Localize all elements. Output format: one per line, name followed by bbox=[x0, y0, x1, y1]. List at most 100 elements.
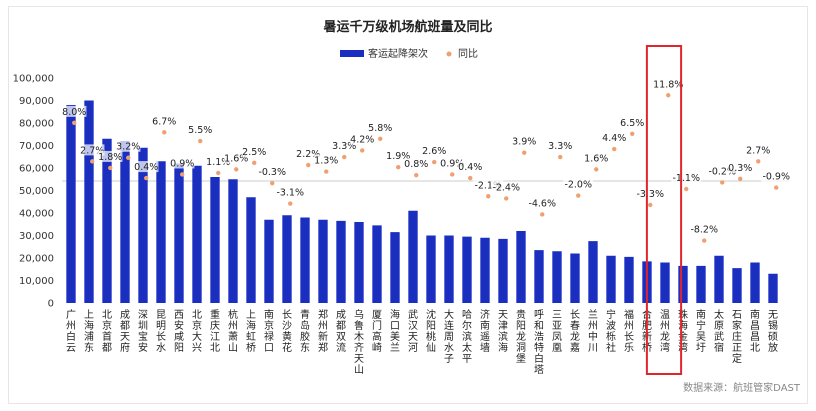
x-tick-char: 阳 bbox=[174, 342, 184, 354]
x-tick-char: 口 bbox=[264, 343, 274, 354]
yoy-dot bbox=[378, 136, 383, 142]
x-tick-char: 仙 bbox=[426, 341, 436, 354]
data-label-bg bbox=[491, 181, 522, 193]
x-tick-char: 大 bbox=[444, 308, 454, 321]
data-label-bg bbox=[746, 144, 771, 156]
x-tick-char: 洞 bbox=[516, 342, 526, 354]
x-tick-char: 京 bbox=[264, 319, 274, 332]
source-note: 数据来源：航班管家DAST bbox=[683, 381, 801, 394]
x-tick-char: 云 bbox=[66, 343, 76, 354]
x-tick-char: 西 bbox=[174, 310, 184, 321]
x-tick-char: 桥 bbox=[246, 342, 256, 354]
x-tick-char: 无 bbox=[768, 310, 778, 321]
yoy-dots bbox=[72, 93, 779, 243]
x-tick-char: 平 bbox=[462, 354, 472, 365]
data-label: 11.8% bbox=[653, 79, 683, 90]
x-tick-char: 南 bbox=[750, 308, 760, 321]
bar bbox=[282, 215, 292, 303]
bar bbox=[570, 253, 580, 303]
data-label-bg bbox=[584, 152, 609, 164]
bar bbox=[372, 225, 382, 303]
x-tick-char: 南 bbox=[696, 308, 706, 321]
x-tick-char: 白 bbox=[66, 330, 76, 343]
x-tick-char: 海 bbox=[498, 341, 508, 354]
data-label: -2.0% bbox=[564, 180, 592, 191]
bar bbox=[228, 179, 238, 303]
x-tick-char: 浦 bbox=[84, 330, 94, 343]
data-label: -0.3% bbox=[258, 167, 286, 178]
bar bbox=[768, 273, 778, 303]
data-label: -4.6% bbox=[528, 198, 556, 209]
x-tick-char: 上 bbox=[246, 309, 256, 321]
x-tick-char: 都 bbox=[120, 320, 130, 332]
x-tick-char: 龙 bbox=[660, 330, 670, 343]
data-label-bg bbox=[224, 152, 249, 164]
data-label-bg bbox=[620, 116, 645, 128]
x-tick-char: 白 bbox=[534, 352, 544, 365]
x-tick-char: 水 bbox=[156, 342, 166, 354]
x-tick-char: 石 bbox=[732, 310, 742, 321]
data-label: -3.3% bbox=[636, 189, 664, 200]
data-label: 3.3% bbox=[548, 141, 572, 152]
x-tick-char: 高 bbox=[372, 330, 382, 343]
x-tick-char: 太 bbox=[462, 341, 472, 354]
x-tick-char: 栎 bbox=[606, 330, 616, 343]
data-label-bg bbox=[473, 179, 504, 191]
data-label-bg bbox=[116, 140, 141, 152]
data-label: 4.2% bbox=[350, 134, 374, 145]
x-tick-char: 庆 bbox=[210, 319, 220, 332]
data-label-bg bbox=[761, 170, 792, 182]
x-tick-char: 州 bbox=[66, 320, 76, 332]
data-label-bg bbox=[275, 186, 306, 198]
x-tick-char: 新 bbox=[318, 330, 328, 343]
data-label: -8.2% bbox=[690, 225, 718, 236]
x-tick-char: 花 bbox=[282, 341, 292, 354]
yoy-dot bbox=[576, 193, 581, 198]
bar bbox=[660, 262, 670, 303]
x-tick-char: 特 bbox=[534, 342, 544, 354]
x-tick-char: 呼 bbox=[534, 309, 544, 321]
x-tick-char: 北 bbox=[192, 309, 202, 321]
bar bbox=[192, 165, 202, 303]
x-tick-char: 川 bbox=[588, 343, 598, 354]
x-axis-labels: 广州白云上海浦东北京首都成都天府深圳宝安昆明长水西安咸阳北京大兴重庆江北杭州萧山… bbox=[66, 308, 778, 376]
y-tick-label: 20,000 bbox=[19, 254, 54, 265]
x-tick-char: 津 bbox=[498, 320, 508, 332]
yoy-dot bbox=[414, 172, 419, 178]
data-label: 0.9% bbox=[170, 158, 194, 169]
x-tick-char: 硕 bbox=[768, 331, 778, 343]
data-label: 2.7% bbox=[746, 145, 770, 156]
x-tick-char: 圩 bbox=[696, 341, 706, 354]
x-tick-char: 都 bbox=[336, 320, 346, 332]
chart-title: 暑运千万级机场航班量及同比 bbox=[322, 19, 492, 35]
x-tick-char: 南 bbox=[264, 308, 274, 321]
x-tick-char: 堡 bbox=[516, 352, 526, 365]
y-tick-label: 80,000 bbox=[19, 119, 54, 130]
data-label-bg bbox=[653, 78, 684, 90]
data-label-bg bbox=[296, 148, 321, 160]
x-tick-char: 子 bbox=[444, 353, 454, 365]
yoy-dot bbox=[342, 154, 347, 160]
bar bbox=[66, 105, 76, 303]
x-tick-char: 齐 bbox=[354, 341, 364, 354]
x-tick-char: 宿 bbox=[714, 341, 724, 354]
bar bbox=[696, 265, 706, 303]
data-label: 3.2% bbox=[116, 142, 140, 153]
data-label-bg bbox=[458, 161, 483, 173]
x-tick-char: 安 bbox=[174, 319, 184, 332]
bar bbox=[678, 265, 688, 303]
x-tick-char: 口 bbox=[390, 321, 400, 332]
x-tick-char: 门 bbox=[372, 319, 382, 332]
yoy-dot bbox=[486, 194, 491, 199]
x-tick-char: 山 bbox=[228, 342, 238, 354]
x-tick-char: 滨 bbox=[498, 330, 508, 343]
data-label: -0.9% bbox=[762, 172, 790, 183]
data-label-bg bbox=[188, 124, 213, 136]
x-tick-char: 崎 bbox=[372, 341, 382, 354]
data-label: -0.2% bbox=[708, 166, 736, 177]
data-label: -2.1% bbox=[474, 180, 502, 191]
yoy-dot bbox=[684, 186, 689, 192]
bar bbox=[408, 210, 418, 303]
data-label-bg bbox=[170, 157, 195, 169]
data-label-bg bbox=[257, 166, 288, 178]
